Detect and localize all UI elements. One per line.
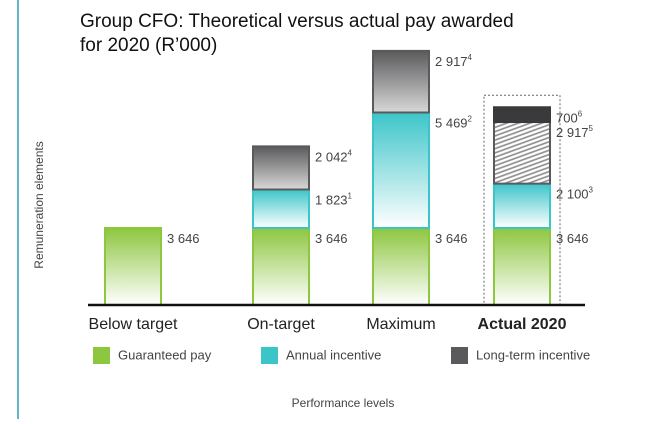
legend-label: Annual incentive xyxy=(286,347,381,362)
bar-segment xyxy=(493,226,551,306)
legend-swatch xyxy=(261,347,278,364)
legend-swatch xyxy=(93,347,110,364)
bar-segment xyxy=(252,188,310,229)
value-label: 2 9174 xyxy=(435,53,473,69)
bar-segment xyxy=(372,111,430,229)
value-label: 2 0424 xyxy=(315,148,353,164)
bar-segment xyxy=(372,49,430,114)
x-tick-label: Maximum xyxy=(366,316,435,333)
chart-title: Group CFO: Theoretical versus actual pay… xyxy=(80,11,514,56)
bar-segment xyxy=(372,226,430,306)
value-label: 2 9175 xyxy=(556,124,594,140)
y-axis-label: Remuneration elements xyxy=(32,141,46,268)
legend-swatch xyxy=(451,347,468,364)
bar-segment xyxy=(493,121,551,185)
x-axis-label: Performance levels xyxy=(292,396,395,410)
x-tick-label: On-target xyxy=(247,316,315,333)
bar-segment xyxy=(493,182,551,229)
bar-segment xyxy=(493,106,551,124)
bar-segment xyxy=(104,226,162,306)
value-label: 7006 xyxy=(556,109,583,125)
legend-label: Long-term incentive xyxy=(476,347,590,362)
value-label: 3 646 xyxy=(556,231,589,246)
bar-segment xyxy=(252,145,310,191)
x-tick-label: Actual 2020 xyxy=(478,316,567,333)
value-label: 5 4692 xyxy=(435,115,473,131)
bar-segment xyxy=(252,226,310,306)
value-label: 3 646 xyxy=(435,231,468,246)
value-label: 1 8231 xyxy=(315,192,353,208)
value-label: 3 646 xyxy=(315,231,348,246)
legend-label: Guaranteed pay xyxy=(118,347,212,362)
highlight-box xyxy=(483,94,561,306)
x-tick-label: Below target xyxy=(89,316,178,333)
value-label: 2 1003 xyxy=(556,186,594,202)
value-label: 3 646 xyxy=(167,231,200,246)
